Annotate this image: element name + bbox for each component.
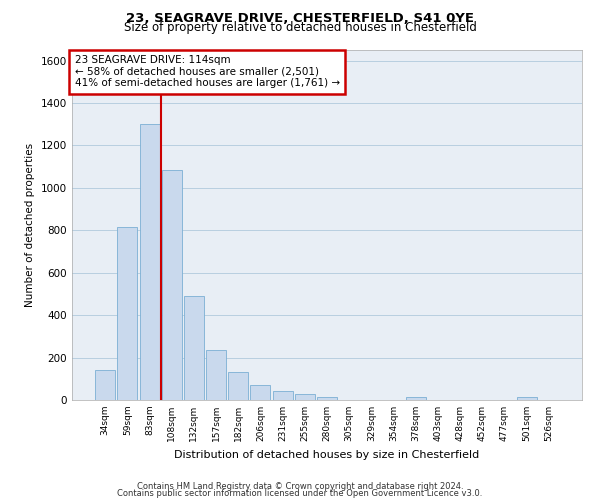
Text: Contains public sector information licensed under the Open Government Licence v3: Contains public sector information licen… [118, 489, 482, 498]
Bar [517, 397, 536, 400]
Bar [140, 124, 160, 400]
Y-axis label: Number of detached properties: Number of detached properties [25, 143, 35, 307]
Bar [317, 397, 337, 400]
Bar [272, 391, 293, 400]
Bar [184, 296, 204, 400]
Bar [406, 398, 426, 400]
Bar [206, 350, 226, 400]
Text: 23, SEAGRAVE DRIVE, CHESTERFIELD, S41 0YE: 23, SEAGRAVE DRIVE, CHESTERFIELD, S41 0Y… [126, 12, 474, 24]
Bar [295, 394, 315, 400]
Bar [118, 227, 137, 400]
X-axis label: Distribution of detached houses by size in Chesterfield: Distribution of detached houses by size … [175, 450, 479, 460]
Bar [162, 170, 182, 400]
Text: Contains HM Land Registry data © Crown copyright and database right 2024.: Contains HM Land Registry data © Crown c… [137, 482, 463, 491]
Bar [95, 370, 115, 400]
Bar [250, 385, 271, 400]
Bar [228, 372, 248, 400]
Text: 23 SEAGRAVE DRIVE: 114sqm
← 58% of detached houses are smaller (2,501)
41% of se: 23 SEAGRAVE DRIVE: 114sqm ← 58% of detac… [74, 56, 340, 88]
Text: Size of property relative to detached houses in Chesterfield: Size of property relative to detached ho… [124, 22, 476, 35]
